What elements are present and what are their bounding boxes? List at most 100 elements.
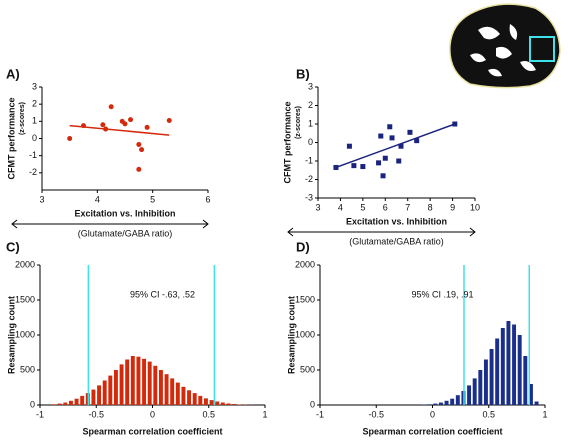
- bar: [165, 374, 169, 405]
- x-tick-label: 1: [542, 409, 547, 419]
- bar: [80, 396, 84, 405]
- bar: [501, 328, 505, 405]
- x-tick-label: 3: [39, 194, 44, 204]
- point: [109, 104, 114, 109]
- bar: [467, 385, 471, 405]
- bar: [187, 390, 191, 405]
- bar: [523, 356, 527, 405]
- y-axis-sublabel: (z-scores): [19, 102, 26, 135]
- bar: [176, 383, 180, 405]
- bar: [159, 370, 163, 405]
- bar: [170, 378, 174, 405]
- x-axis-label: Excitation vs. Inhibition: [346, 216, 447, 226]
- point: [167, 118, 172, 123]
- bar: [232, 404, 236, 405]
- bar: [456, 395, 460, 405]
- x-axis-label: Spearman correlation coefficient: [362, 426, 502, 436]
- bar: [153, 366, 157, 405]
- bar: [512, 325, 516, 406]
- bar: [75, 399, 79, 405]
- arrow: [288, 228, 475, 236]
- x-tick-label: 7: [405, 202, 410, 212]
- y-tick-label: -1: [305, 155, 313, 165]
- y-tick-label: 2000: [15, 259, 35, 269]
- point: [136, 167, 141, 172]
- bar: [131, 356, 135, 405]
- x-tick-label: 0: [430, 409, 435, 419]
- point: [381, 173, 386, 178]
- point: [383, 156, 388, 161]
- point: [347, 144, 352, 149]
- bar: [215, 402, 219, 406]
- bar: [484, 360, 488, 406]
- bar: [108, 376, 112, 405]
- point: [81, 123, 86, 128]
- y-tick-label: 1: [308, 118, 313, 128]
- y-tick-label: 0: [308, 137, 313, 147]
- bar: [506, 321, 510, 405]
- x-tick-label: 0.5: [482, 409, 495, 419]
- bar: [204, 398, 208, 405]
- point: [67, 136, 72, 141]
- point: [378, 134, 383, 139]
- bar: [535, 402, 539, 406]
- point: [333, 165, 338, 170]
- bar: [136, 357, 140, 405]
- point: [387, 124, 392, 129]
- x-tick-label: 10: [470, 202, 480, 212]
- y-axis-label: Resampling count: [286, 296, 296, 374]
- point: [414, 138, 419, 143]
- x-tick-label: 5: [150, 194, 155, 204]
- bar: [193, 393, 197, 405]
- bar: [428, 404, 432, 405]
- brain-slice: [450, 4, 560, 87]
- y-tick-label: 0: [310, 399, 315, 409]
- y-tick-label: -3: [305, 192, 313, 202]
- bar: [181, 387, 185, 405]
- x-axis-label: Spearman correlation coefficient: [82, 426, 222, 436]
- bar: [226, 403, 230, 405]
- bar: [91, 390, 95, 405]
- point: [390, 135, 395, 140]
- x-axis-sublabel: (Glutamate/GABA ratio): [78, 228, 173, 238]
- x-tick-label: 9: [450, 202, 455, 212]
- bar: [495, 339, 499, 406]
- y-tick-label: 500: [300, 364, 315, 374]
- annotation: 95% CI -.63, .52: [130, 289, 195, 299]
- bar: [439, 403, 443, 405]
- y-tick-label: -2: [29, 167, 37, 177]
- y-tick-label: 0: [32, 133, 37, 143]
- x-tick-label: -0.5: [88, 409, 104, 419]
- bar: [433, 404, 437, 405]
- y-tick-label: 500: [20, 364, 35, 374]
- x-tick-label: 4: [95, 194, 100, 204]
- y-tick-label: -2: [305, 174, 313, 184]
- x-tick-label: 0.5: [202, 409, 215, 419]
- point: [396, 159, 401, 164]
- y-tick-label: 1: [32, 116, 37, 126]
- panel-label: B): [296, 66, 310, 81]
- panel-label: C): [6, 239, 20, 254]
- bar: [198, 396, 202, 405]
- x-tick-label: 4: [338, 202, 343, 212]
- annotation: 95% CI .19, .91: [411, 289, 473, 299]
- bar: [103, 381, 107, 406]
- point: [407, 130, 412, 135]
- x-axis-label: Excitation vs. Inhibition: [74, 208, 175, 218]
- y-tick-label: 2000: [295, 259, 315, 269]
- y-tick-label: 2: [32, 99, 37, 109]
- x-tick-label: -1: [36, 409, 44, 419]
- trend-line: [336, 124, 455, 167]
- y-tick-label: 1000: [295, 329, 315, 339]
- y-tick-label: 3: [32, 81, 37, 91]
- bar: [63, 403, 67, 405]
- bar: [114, 370, 118, 405]
- y-tick-label: 1500: [295, 294, 315, 304]
- bar: [148, 362, 152, 405]
- panel-label: D): [296, 239, 310, 254]
- y-axis-label: CFMT performance: [6, 97, 16, 179]
- point: [139, 147, 144, 152]
- point: [360, 164, 365, 169]
- x-tick-label: -1: [316, 409, 324, 419]
